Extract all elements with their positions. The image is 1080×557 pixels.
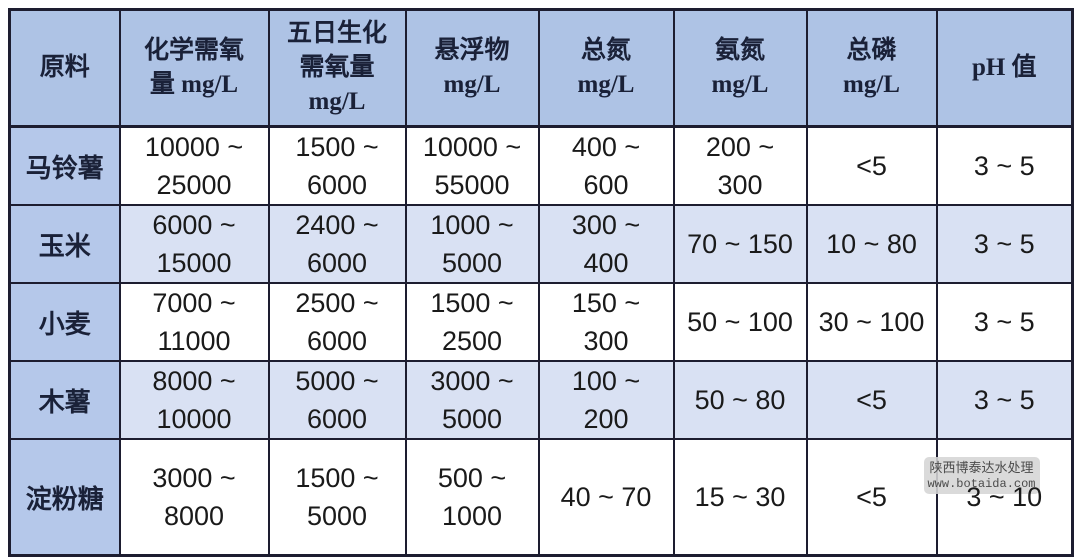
table-cell: 8000 ~ 10000 bbox=[118, 360, 270, 440]
table-cell: 30 ~ 100 bbox=[805, 282, 938, 362]
table-row-wheat: 小麦 7000 ~ 11000 2500 ~ 6000 1500 ~ 2500 … bbox=[8, 282, 1074, 362]
table-cell: 15 ~ 30 bbox=[672, 438, 808, 557]
table-row-starch-sugar: 淀粉糖 3000 ~ 8000 1500 ~ 5000 500 ~ 1000 4… bbox=[8, 438, 1074, 557]
table-cell: <5 bbox=[805, 125, 938, 206]
column-header-ammonia-nitrogen: 氨氮 mg/L bbox=[672, 8, 808, 128]
table-cell: 2400 ~ 6000 bbox=[267, 204, 407, 284]
row-label-potato: 马铃薯 bbox=[8, 125, 121, 206]
table-row-corn: 玉米 6000 ~ 15000 2400 ~ 6000 1000 ~ 5000 … bbox=[8, 204, 1074, 284]
table-cell: 1000 ~ 5000 bbox=[404, 204, 540, 284]
table-cell: <5 bbox=[805, 360, 938, 440]
wastewater-quality-table: 原料 化学需氧 量 mg/L 五日生化 需氧量 mg/L 悬浮物 mg/L 总氮… bbox=[8, 8, 1074, 557]
row-label-cassava: 木薯 bbox=[8, 360, 121, 440]
table-header-row: 原料 化学需氧 量 mg/L 五日生化 需氧量 mg/L 悬浮物 mg/L 总氮… bbox=[8, 8, 1074, 128]
table-cell: 40 ~ 70 bbox=[537, 438, 675, 557]
row-label-starch-sugar: 淀粉糖 bbox=[8, 438, 121, 557]
table-cell: 6000 ~ 15000 bbox=[118, 204, 270, 284]
column-header-cod: 化学需氧 量 mg/L bbox=[118, 8, 270, 128]
table-cell: 400 ~ 600 bbox=[537, 125, 675, 206]
table-cell: 3 ~ 5 bbox=[935, 204, 1074, 284]
table-cell: 1500 ~ 2500 bbox=[404, 282, 540, 362]
column-header-bod5: 五日生化 需氧量 mg/L bbox=[267, 8, 407, 128]
column-header-ph: pH 值 bbox=[935, 8, 1074, 128]
table-cell: 50 ~ 80 bbox=[672, 360, 808, 440]
table-cell: 3000 ~ 8000 bbox=[118, 438, 270, 557]
table-cell: 3000 ~ 5000 bbox=[404, 360, 540, 440]
column-header-total-nitrogen: 总氮 mg/L bbox=[537, 8, 675, 128]
table-cell: 10 ~ 80 bbox=[805, 204, 938, 284]
table-cell: 10000 ~ 25000 bbox=[118, 125, 270, 206]
table-row-potato: 马铃薯 10000 ~ 25000 1500 ~ 6000 10000 ~ 55… bbox=[8, 125, 1074, 206]
table-cell: 5000 ~ 6000 bbox=[267, 360, 407, 440]
table-cell: 70 ~ 150 bbox=[672, 204, 808, 284]
table-cell: 3 ~ 5 bbox=[935, 360, 1074, 440]
table-cell: 3 ~ 5 bbox=[935, 282, 1074, 362]
table-cell: 1500 ~ 5000 bbox=[267, 438, 407, 557]
watermark-company: 陕西博泰达水处理 bbox=[929, 459, 1034, 475]
table-cell: 1500 ~ 6000 bbox=[267, 125, 407, 206]
table-cell-ph-watermarked: 3 ~ 10 陕西博泰达水处理 www.botaida.com bbox=[923, 438, 1074, 557]
table-cell: 300 ~ 400 bbox=[537, 204, 675, 284]
table-cell: 10000 ~ 55000 bbox=[404, 125, 540, 206]
table-cell: 2500 ~ 6000 bbox=[267, 282, 407, 362]
site-watermark: 陕西博泰达水处理 www.botaida.com bbox=[923, 457, 1040, 494]
ph-value: 3 ~ 10 bbox=[966, 482, 1043, 512]
table-cell: 7000 ~ 11000 bbox=[118, 282, 270, 362]
table-cell: 150 ~ 300 bbox=[537, 282, 675, 362]
watermark-url: www.botaida.com bbox=[927, 476, 1036, 491]
table-cell: 50 ~ 100 bbox=[672, 282, 808, 362]
row-label-corn: 玉米 bbox=[8, 204, 121, 284]
table-cell: 500 ~ 1000 bbox=[404, 438, 540, 557]
row-label-wheat: 小麦 bbox=[8, 282, 121, 362]
column-header-material: 原料 bbox=[8, 8, 121, 128]
table-cell: 200 ~ 300 bbox=[672, 125, 808, 206]
table-cell: 100 ~ 200 bbox=[537, 360, 675, 440]
column-header-total-phosphorus: 总磷 mg/L bbox=[805, 8, 938, 128]
table-row-cassava: 木薯 8000 ~ 10000 5000 ~ 6000 3000 ~ 5000 … bbox=[8, 360, 1074, 440]
table-cell: <5 bbox=[805, 438, 938, 557]
column-header-suspended-solids: 悬浮物 mg/L bbox=[404, 8, 540, 128]
table-cell: 3 ~ 5 bbox=[935, 125, 1074, 206]
